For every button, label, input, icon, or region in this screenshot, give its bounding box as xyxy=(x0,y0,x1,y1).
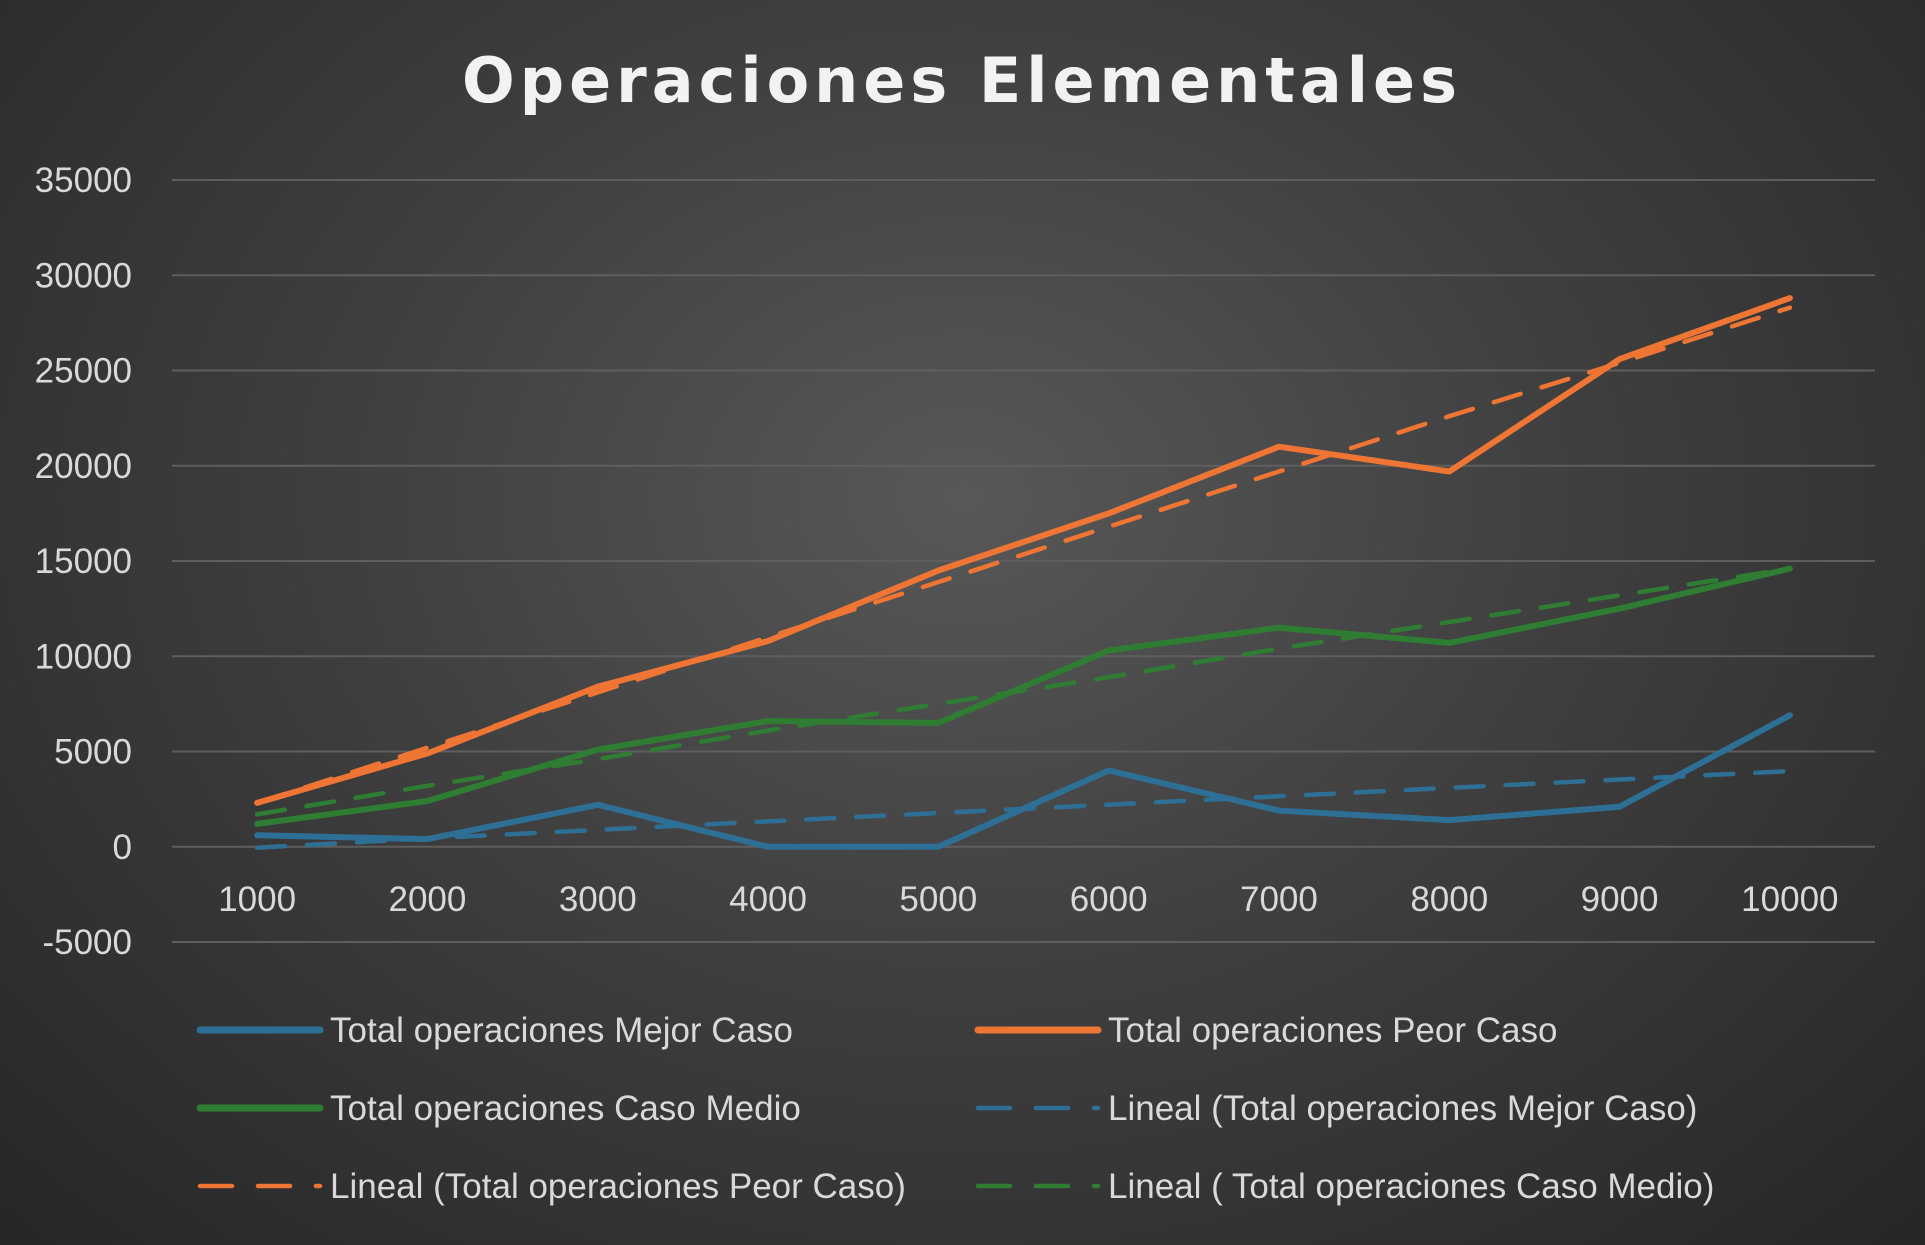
x-tick-label: 8000 xyxy=(1410,880,1488,919)
legend-label-3: Lineal (Total operaciones Mejor Caso) xyxy=(1108,1089,1697,1128)
chart-title: Operaciones Elementales xyxy=(462,44,1462,117)
legend-label-5: Lineal ( Total operaciones Caso Medio) xyxy=(1108,1167,1714,1206)
x-tick-label: 3000 xyxy=(559,880,637,919)
series-line-1 xyxy=(254,295,1793,806)
series-line-2 xyxy=(254,565,1793,827)
y-axis-tick-labels: 35000 30000 25000 20000 15000 10000 5000 0 -5000 xyxy=(35,161,132,962)
legend-label-0: Total operaciones Mejor Caso xyxy=(330,1011,793,1050)
y-tick-label: 5000 xyxy=(54,733,132,772)
y-tick-label: -5000 xyxy=(42,923,132,962)
y-tick-label: 0 xyxy=(113,828,132,867)
y-tick-label: 30000 xyxy=(35,256,132,295)
y-tick-label: 25000 xyxy=(35,352,132,391)
plot-area xyxy=(254,295,1793,850)
legend-label-2: Total operaciones Caso Medio xyxy=(330,1089,801,1128)
x-tick-label: 6000 xyxy=(1070,880,1148,919)
grid xyxy=(172,179,1875,943)
series-line-5 xyxy=(254,566,1793,817)
x-tick-label: 5000 xyxy=(899,880,977,919)
x-tick-label: 10000 xyxy=(1741,880,1838,919)
y-tick-label: 35000 xyxy=(35,161,132,200)
y-tick-label: 15000 xyxy=(35,542,132,581)
x-axis-tick-labels: 1000 2000 3000 4000 5000 6000 7000 8000 9000 1000… xyxy=(218,880,1838,919)
legend-label-1: Total operaciones Peor Caso xyxy=(1108,1011,1557,1050)
x-tick-label: 7000 xyxy=(1240,880,1318,919)
x-tick-label: 1000 xyxy=(218,880,296,919)
y-tick-label: 10000 xyxy=(35,637,132,676)
series-line-0 xyxy=(254,712,1793,850)
x-tick-label: 9000 xyxy=(1581,880,1659,919)
x-tick-label: 2000 xyxy=(389,880,467,919)
y-tick-label: 20000 xyxy=(35,447,132,486)
legend-label-4: Lineal (Total operaciones Peor Caso) xyxy=(330,1167,906,1206)
x-tick-label: 4000 xyxy=(729,880,807,919)
legend: Total operaciones Mejor Caso Total operac… xyxy=(196,1011,1714,1206)
